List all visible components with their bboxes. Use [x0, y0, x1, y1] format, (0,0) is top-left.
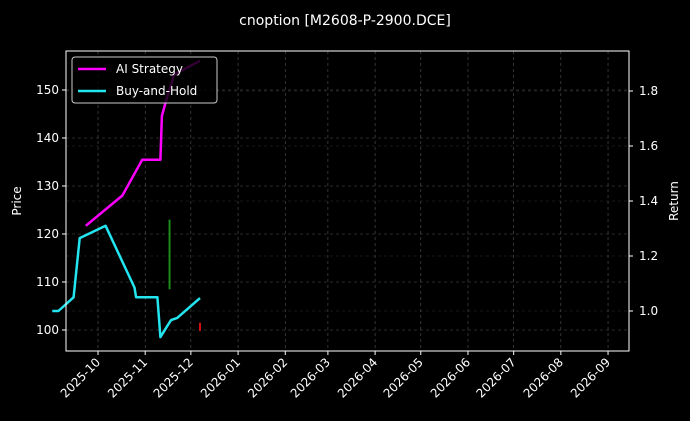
candles	[168, 219, 202, 331]
x-tick-label: 2026-06	[428, 355, 473, 400]
x-tick-label: 2026-04	[335, 355, 380, 400]
y-axis-left-label: Price	[10, 186, 24, 215]
legend-box	[71, 56, 218, 104]
x-tick-label: 2025-11	[105, 355, 150, 400]
legend: AI Strategy Buy-and-Hold	[71, 56, 218, 104]
x-tick-label: 2026-09	[568, 355, 613, 400]
y-left-tick-label: 140	[36, 131, 59, 145]
y-axis-right: 1.0 1.2 1.4 1.6 1.8	[629, 84, 658, 318]
x-tick-label: 2026-02	[245, 355, 290, 400]
x-tick-label: 2026-05	[381, 355, 426, 400]
chart-title: cnoption [M2608-P-2900.DCE]	[239, 13, 451, 29]
y-left-tick-label: 110	[36, 275, 59, 289]
y-left-tick-label: 150	[36, 83, 59, 97]
y-axis-right-label: Return	[667, 181, 681, 221]
y-axis-left: 100 110 120 130 140 150	[36, 83, 66, 337]
series-buy-and-hold	[52, 224, 201, 339]
x-tick-label: 2025-10	[58, 355, 103, 400]
x-axis: 2025-10 2025-11 2025-12 2026-01 2026-022026-…	[58, 351, 613, 401]
y-left-tick-label: 120	[36, 227, 59, 241]
x-tick-label: 2026-01	[198, 355, 243, 400]
y-right-tick-label: 1.0	[639, 304, 658, 318]
y-right-tick-label: 1.8	[639, 84, 658, 98]
y-left-tick-label: 100	[36, 323, 59, 337]
y-right-tick-label: 1.6	[639, 139, 658, 153]
y-right-tick-label: 1.4	[639, 194, 658, 208]
legend-label-ai-strategy: AI Strategy	[116, 62, 183, 76]
x-tick-label: 2025-12	[151, 355, 196, 400]
legend-label-buy-and-hold: Buy-and-Hold	[116, 84, 197, 98]
x-tick-label: 2026-07	[473, 355, 518, 400]
y-left-tick-label: 130	[36, 179, 59, 193]
grid-lines	[66, 51, 629, 351]
x-tick-label: 2026-08	[521, 355, 566, 400]
y-right-tick-label: 1.2	[639, 249, 658, 263]
x-tick-label: 2026-03	[288, 355, 333, 400]
